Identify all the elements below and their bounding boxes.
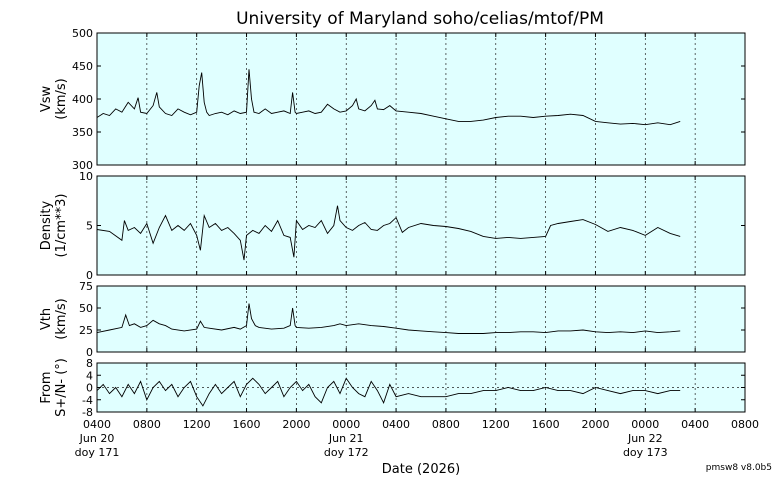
panel-background (96, 32, 746, 166)
y-tick-label: 0 (86, 346, 93, 359)
x-tick-label: Jun 21 (328, 432, 364, 445)
y-tick-label: 400 (72, 93, 93, 106)
y-axis-label-line: Density (39, 200, 54, 250)
panel-background (96, 175, 746, 276)
x-tick-label: doy 172 (324, 446, 369, 459)
x-tick-label: 1200 (183, 418, 211, 431)
panel-density: 0 5 10 Density(1/cm**3) (39, 170, 746, 282)
y-tick-label: 4 (86, 369, 93, 382)
x-tick-label: 0800 (731, 418, 759, 431)
y-tick-label: 0 (86, 269, 93, 282)
y-tick-label: 10 (79, 170, 93, 183)
y-axis-label-line: (km/s) (54, 78, 69, 120)
y-axis-label-line: (km/s) (54, 298, 69, 340)
version-label: pmsw8 v8.0b5 (706, 463, 772, 473)
panel-vsw: 300 350 400 450 500 Vsw(km/s) (39, 27, 746, 172)
x-tick-label: 2000 (581, 418, 609, 431)
y-axis-label-line: From (39, 371, 54, 403)
x-tick-label: 0400 (83, 418, 111, 431)
panels-group: 300350400450500Vsw(km/s)0510Density(1/cm… (39, 27, 746, 419)
x-tick-label: 1200 (482, 418, 510, 431)
y-axis-label-line: (1/cm**3) (54, 194, 69, 258)
x-tick-label: 0000 (631, 418, 659, 431)
series-line-density (97, 205, 681, 261)
x-axis-label: Date (2026) (382, 462, 460, 477)
y-tick-label: 500 (72, 27, 93, 40)
y-tick-label: 25 (79, 324, 93, 337)
y-axis-label: Vth(km/s) (39, 298, 69, 340)
y-tick-label: 50 (79, 302, 93, 315)
y-tick-label: 0 (86, 382, 93, 395)
series-line-flow (97, 377, 681, 407)
x-tick-label: 0000 (332, 418, 360, 431)
x-tick-label: doy 173 (623, 446, 668, 459)
panel-vth: 0 25 50 75 Vth(km/s) (39, 280, 746, 359)
x-tick-label: 0400 (681, 418, 709, 431)
panel-background (96, 285, 746, 353)
x-tick-label: 1600 (233, 418, 261, 431)
x-tick-label: Jun 20 (79, 432, 115, 445)
x-tick-label: 2000 (282, 418, 310, 431)
y-tick-label: 75 (79, 280, 93, 293)
y-tick-label: 450 (72, 60, 93, 73)
y-tick-label: 8 (86, 357, 93, 370)
x-tick-label: 1600 (532, 418, 560, 431)
series-line-vsw (97, 69, 681, 126)
x-tick-label: 0400 (382, 418, 410, 431)
y-axis-label: Density(1/cm**3) (39, 194, 69, 258)
x-tick-label: doy 171 (75, 446, 120, 459)
series-line-vth (97, 303, 681, 334)
y-tick-label: -4 (82, 394, 93, 407)
y-axis-label-line: S+/N- (°) (54, 358, 69, 417)
y-tick-label: 5 (86, 220, 93, 233)
figure-title: University of Maryland soho/celias/mtof/… (236, 9, 604, 29)
x-tick-label: Jun 22 (627, 432, 663, 445)
y-tick-label: -8 (82, 406, 93, 419)
x-tick-label: 0800 (432, 418, 460, 431)
y-axis-label: Vsw(km/s) (39, 78, 69, 120)
y-axis-label: FromS+/N- (°) (39, 358, 69, 417)
y-tick-label: 350 (72, 126, 93, 139)
y-axis-label-line: Vsw (39, 85, 54, 112)
y-tick-label: 300 (72, 159, 93, 172)
y-axis-label-line: Vth (39, 308, 54, 330)
x-tick-label: 0800 (133, 418, 161, 431)
